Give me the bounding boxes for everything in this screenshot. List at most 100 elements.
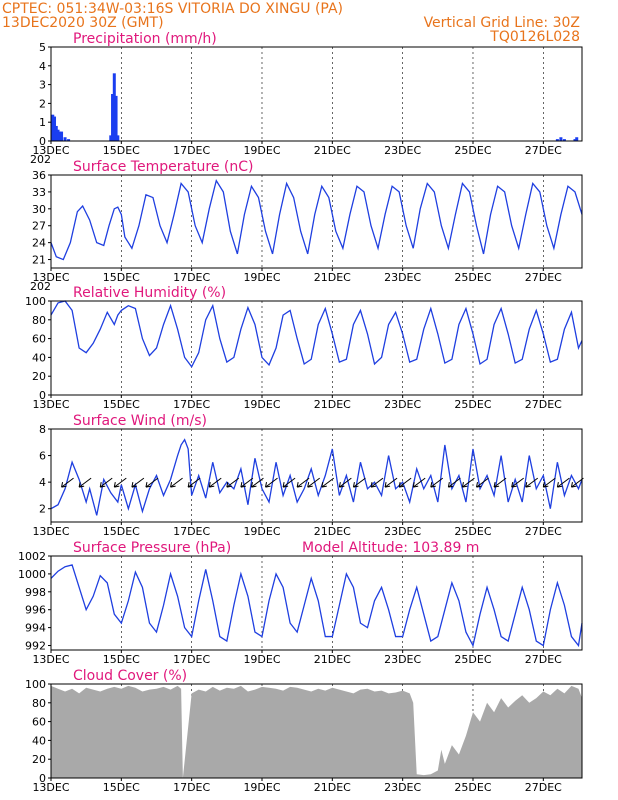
x-tick-label: 21DEC — [314, 653, 351, 666]
y-tick-label: 80 — [32, 697, 46, 710]
wind-arrow — [353, 477, 366, 488]
x-tick-label: 13DEC — [32, 398, 69, 411]
humidity-panel: 0 20 40 60 80 100 13DEC 15DEC 17DEC 19DEC 21DEC 23D… — [25, 285, 583, 411]
wind-arrow-head — [187, 482, 194, 488]
x-tick-label: 27DEC — [525, 781, 562, 794]
y-tick-label: 4 — [39, 476, 46, 489]
wind-arrow-head — [384, 482, 391, 488]
wind-arrow — [240, 477, 254, 488]
wind-arrow — [430, 477, 444, 488]
precip-bar — [573, 139, 577, 141]
precip-bar — [60, 131, 64, 141]
wind-arrow — [511, 477, 524, 488]
y-tick-label: 24 — [32, 237, 46, 250]
temperature-panel: 21 24 27 30 33 36 13DEC 15DEC 17DEC 19DEC 21DEC 23D… — [30, 159, 583, 293]
x-tick-label: 25DEC — [454, 781, 491, 794]
precip-bar — [63, 137, 67, 141]
wind-arrow — [493, 477, 507, 488]
x-tick-label: 23DEC — [384, 144, 421, 157]
header-run-date: 13DEC2020 30Z (GMT) — [2, 15, 164, 31]
pressure-panel: 992 994 996 998 1000 1002 13DEC 15DEC 17DEC 19DEC… — [18, 540, 583, 666]
x-tick-label: 21DEC — [314, 271, 351, 284]
y-tick-label: 30 — [32, 203, 46, 216]
cloud-title: Cloud Cover (%) — [73, 668, 187, 684]
x-tick-label: 17DEC — [173, 398, 210, 411]
wind-arrow — [78, 477, 92, 488]
x-year-stub: 202 — [30, 280, 51, 293]
precip-bar — [109, 135, 113, 141]
pressure-line — [50, 564, 583, 648]
x-tick-label: 21DEC — [314, 398, 351, 411]
header-grid-note: Vertical Grid Line: 30Z — [424, 15, 580, 31]
wind-frame — [50, 428, 583, 523]
x-tick-label: 15DEC — [103, 144, 140, 157]
wind-panel: 2 4 6 8 13DEC 15DEC 17DEC 19DEC 21DEC 23DEC 25DEC 2… — [32, 413, 584, 538]
y-tick-label: 1000 — [18, 568, 46, 581]
wind-arrow-head — [240, 482, 246, 488]
x-tick-label: 25DEC — [454, 144, 491, 157]
cloud-area — [51, 685, 582, 778]
precip-bar — [58, 131, 62, 141]
wind-arrow-head — [352, 482, 359, 488]
y-tick-label: 100 — [25, 678, 46, 691]
wind-arrow — [476, 477, 489, 488]
wind-arrow-head — [296, 482, 303, 488]
x-tick-label: 15DEC — [103, 271, 140, 284]
wind-arrow — [131, 477, 145, 488]
temperature-line — [50, 178, 583, 261]
wind-arrow — [226, 477, 240, 488]
wind-arrow — [145, 477, 159, 488]
wind-arrow — [321, 477, 335, 488]
wind-arrow — [170, 477, 183, 488]
precip-bar — [112, 73, 116, 141]
wind-arrow-head — [131, 482, 137, 488]
x-tick-label: 25DEC — [454, 271, 491, 284]
wind-arrow-head — [447, 482, 454, 488]
x-tick-label: 27DEC — [525, 525, 562, 538]
wind-arrow — [339, 477, 352, 488]
x-tick-label: 15DEC — [103, 653, 140, 666]
y-tick-label: 1002 — [18, 550, 46, 563]
header-location: CPTEC: 051:34W-03:16S VITORIA DO XINGU (… — [2, 1, 343, 17]
x-tick-label: 17DEC — [173, 271, 210, 284]
y-tick-label: 20 — [32, 370, 46, 383]
humidity-line — [50, 300, 583, 369]
y-tick-label: 27 — [32, 220, 46, 233]
x-tick-label: 21DEC — [314, 525, 351, 538]
y-tick-label: 3 — [39, 79, 46, 92]
wind-arrow-head — [556, 482, 563, 488]
x-tick-label: 27DEC — [525, 653, 562, 666]
x-tick-label: 23DEC — [384, 525, 421, 538]
x-tick-label: 27DEC — [525, 271, 562, 284]
x-tick-label: 17DEC — [173, 525, 210, 538]
wind-arrow — [99, 477, 113, 488]
wind-arrow — [307, 477, 321, 488]
precip-bar — [56, 129, 60, 141]
y-tick-label: 36 — [32, 169, 46, 182]
x-year-stub: 202 — [30, 153, 51, 166]
precip-bar — [54, 125, 58, 141]
model-altitude-note: Model Altitude: 103.89 m — [302, 540, 479, 556]
wind-arrow-head — [226, 482, 232, 488]
wind-arrow — [370, 477, 384, 488]
y-tick-label: 996 — [25, 604, 46, 617]
x-tick-label: 19DEC — [243, 653, 280, 666]
wind-arrow — [296, 477, 310, 488]
wind-arrow — [525, 477, 539, 488]
x-tick-label: 17DEC — [173, 653, 210, 666]
wind-arrow — [113, 477, 127, 488]
wind-arrow-head — [282, 482, 289, 488]
cloud-frame — [50, 683, 583, 779]
y-tick-label: 100 — [25, 295, 46, 308]
pressure-frame — [50, 555, 583, 651]
wind-arrow-head — [525, 482, 531, 488]
x-tick-label: 19DEC — [243, 525, 280, 538]
x-tick-label: 21DEC — [314, 781, 351, 794]
x-tick-label: 21DEC — [314, 144, 351, 157]
wind-arrow-head — [430, 482, 436, 488]
y-tick-label: 21 — [32, 254, 46, 267]
wind-arrow — [251, 477, 264, 488]
wind-arrow-head — [461, 482, 468, 488]
wind-arrow — [187, 477, 201, 488]
x-tick-label: 25DEC — [454, 653, 491, 666]
